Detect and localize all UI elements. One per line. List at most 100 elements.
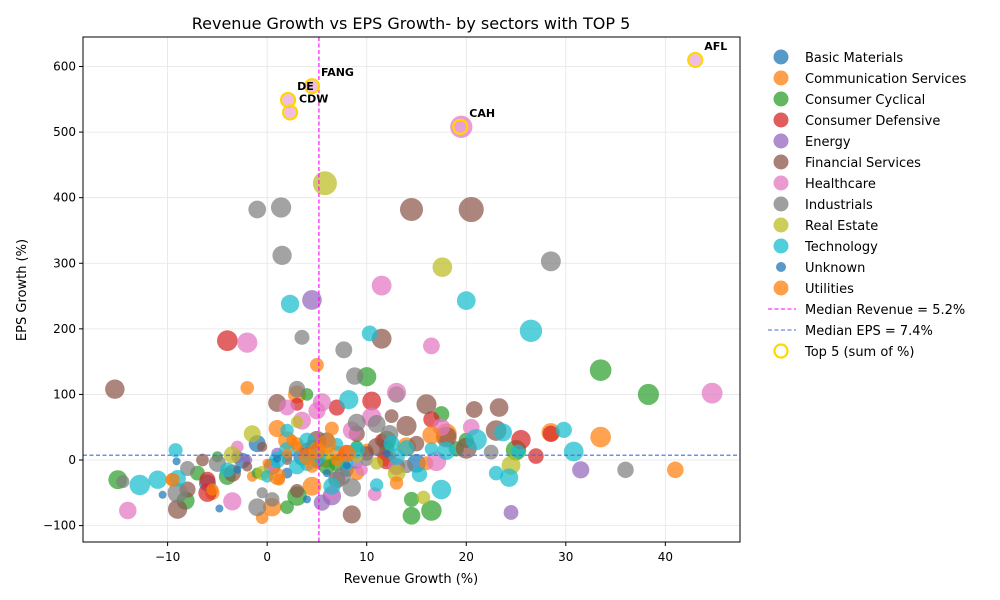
scatter-point [489, 398, 509, 417]
scatter-point [264, 492, 280, 507]
scatter-point [637, 383, 659, 405]
scatter-point [360, 454, 373, 466]
scatter-point [402, 506, 421, 525]
scatter-point [465, 429, 487, 451]
scatter-point [317, 434, 337, 454]
scatter-point [180, 461, 196, 477]
scatter-point [324, 421, 339, 436]
scatter-point [542, 425, 559, 442]
top5-point [282, 93, 295, 106]
legend-marker [773, 217, 789, 233]
legend-label: Median Revenue = 5.2% [805, 303, 965, 318]
top5-label: FANG [321, 66, 354, 79]
scatter-point [268, 467, 286, 485]
scatter-point [362, 391, 382, 411]
scatter-point [519, 319, 543, 343]
legend-marker [773, 154, 789, 170]
scatter-point [431, 479, 452, 500]
scatter-point [216, 330, 238, 352]
legend-item-median-revenue: Median Revenue = 5.2% [768, 303, 965, 318]
scatter-point [290, 415, 304, 429]
scatter-point [248, 200, 267, 219]
scatter-point [666, 461, 684, 479]
scatter-point [119, 501, 137, 520]
legend-item: Financial Services [773, 154, 921, 171]
scatter-point [282, 448, 293, 459]
scatter-point [511, 429, 531, 450]
scatter-point [347, 413, 366, 432]
scatter-point [342, 461, 351, 470]
scatter-point [416, 490, 431, 505]
scatter-point [456, 291, 476, 311]
scatter-point [312, 171, 337, 196]
scatter-point [388, 448, 405, 465]
legend-marker [776, 262, 786, 272]
scatter-point [165, 472, 180, 487]
legend-item: Consumer Cyclical [773, 91, 925, 108]
legend-label: Top 5 (sum of %) [804, 345, 914, 360]
scatter-point [370, 456, 384, 470]
scatter-point [273, 454, 282, 463]
top5-point [689, 53, 702, 66]
scatter-point [105, 379, 125, 399]
scatter-point [129, 474, 150, 496]
scatter-point [158, 490, 167, 499]
scatter-point [590, 426, 611, 448]
legend-item-median-eps: Median EPS = 7.4% [768, 324, 933, 339]
scatter-point [432, 257, 453, 278]
y-tick-label: 300 [53, 256, 76, 270]
scatter-point [465, 401, 483, 418]
scatter-point [233, 465, 242, 474]
y-tick-label: 100 [53, 387, 76, 401]
x-tick-label: 10 [359, 550, 374, 564]
y-axis-label: EPS Growth (%) [15, 239, 30, 341]
scatter-point [383, 435, 400, 452]
scatter-point [299, 432, 315, 449]
legend-item: Unknown [776, 261, 865, 276]
series-financial-services [105, 196, 509, 524]
legend-marker [773, 133, 789, 149]
scatter-point [308, 402, 326, 420]
scatter-point [540, 251, 561, 272]
scatter-point [288, 380, 306, 398]
scatter-point [346, 367, 364, 385]
scatter-point [503, 505, 519, 520]
scatter-point [421, 500, 442, 521]
scatter-point [309, 357, 324, 372]
scatter-point [355, 463, 368, 476]
legend-label: Industrials [805, 198, 873, 213]
scatter-point [294, 329, 310, 345]
scatter-point [305, 460, 319, 473]
legend-label: Energy [805, 135, 851, 150]
legend-item: Technology [773, 238, 878, 255]
scatter-point [223, 492, 242, 511]
top5-ring [303, 78, 321, 95]
scatter-point [280, 500, 294, 515]
scatter-point [424, 442, 439, 456]
series-utilities [165, 425, 441, 496]
grid [83, 37, 740, 542]
scatter-point [422, 425, 441, 445]
top5-point [454, 120, 467, 133]
scatter-point [256, 487, 268, 499]
scatter-point [389, 476, 404, 490]
legend-label: Unknown [805, 261, 865, 276]
scatter-point [302, 476, 322, 496]
legend-marker [773, 112, 789, 128]
scatter-point [279, 399, 296, 416]
scatter-point [563, 441, 584, 462]
legend-item: Communication Services [773, 70, 967, 87]
scatter-point [423, 337, 440, 355]
scatter-point [458, 196, 484, 223]
legend-label: Utilities [805, 282, 854, 297]
scatter-point [572, 461, 590, 479]
scatter-point [248, 498, 267, 517]
scatter-point [335, 341, 353, 359]
scatter-point [219, 462, 235, 478]
x-axis-ticks: −10 0 10 20 30 40 [155, 542, 673, 564]
scatter-point [367, 437, 386, 456]
scatter-point [116, 475, 130, 489]
y-tick-label: 200 [53, 322, 76, 336]
